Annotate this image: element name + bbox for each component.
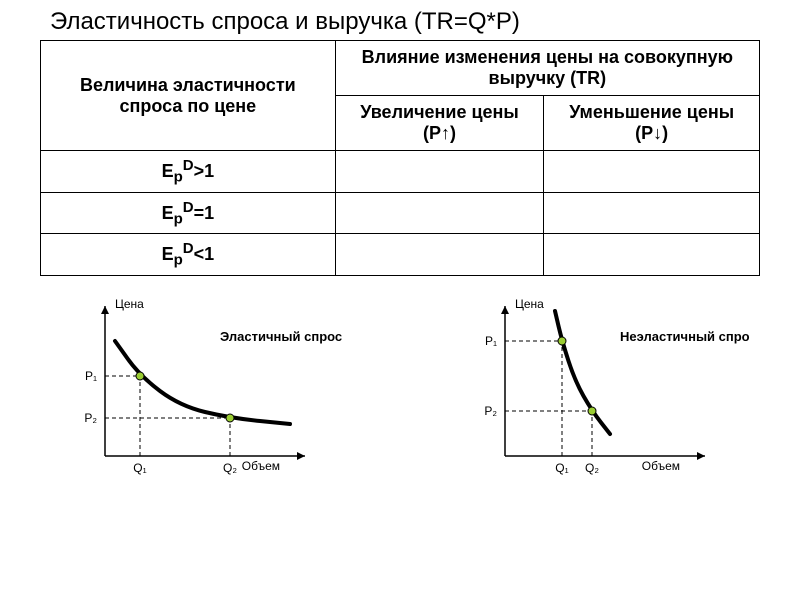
row-label: EpD<1 [41, 234, 336, 276]
svg-text:Q₂: Q₂ [585, 461, 599, 475]
svg-text:Q₂: Q₂ [223, 461, 237, 475]
cell [335, 192, 544, 234]
svg-text:Неэластичный спрос: Неэластичный спрос [620, 329, 750, 344]
table-row: EpD=1 [41, 192, 760, 234]
table-row: EpD>1 [41, 151, 760, 193]
elastic-demand-chart: Цена Объем P₁ Q₁ P₂ Q₂ Эластичный спрос [50, 286, 350, 501]
col2b-header: Уменьшение цены (P↓) [544, 96, 760, 151]
col1-header: Величина эластичности спроса по цене [41, 41, 336, 151]
col2a-header: Увеличение цены (P↑) [335, 96, 544, 151]
svg-text:Объем: Объем [642, 459, 680, 473]
svg-text:P₁: P₁ [485, 334, 497, 348]
svg-text:Цена: Цена [515, 297, 544, 311]
elasticity-table: Величина эластичности спроса по цене Вли… [40, 40, 760, 276]
table-row: EpD<1 [41, 234, 760, 276]
row-label: EpD>1 [41, 151, 336, 193]
cell [335, 234, 544, 276]
svg-text:Эластичный спрос: Эластичный спрос [220, 329, 342, 344]
svg-text:Q₁: Q₁ [133, 461, 146, 475]
inelastic-demand-chart: Цена Объем P₁ Q₁ P₂ Q₂ Неэластичный спрос [450, 286, 750, 501]
page-title: Эластичность спроса и выручка (TR=Q*P) [0, 0, 800, 40]
cell [544, 234, 760, 276]
svg-text:Цена: Цена [115, 297, 144, 311]
cell [544, 151, 760, 193]
cell [335, 151, 544, 193]
row-label: EpD=1 [41, 192, 336, 234]
svg-text:Объем: Объем [242, 459, 280, 473]
svg-text:Q₁: Q₁ [555, 461, 568, 475]
svg-text:P₁: P₁ [85, 369, 97, 383]
svg-text:P₂: P₂ [484, 404, 497, 418]
svg-text:P₂: P₂ [84, 411, 97, 425]
col2-header: Влияние изменения цены на совокупную выр… [335, 41, 759, 96]
cell [544, 192, 760, 234]
